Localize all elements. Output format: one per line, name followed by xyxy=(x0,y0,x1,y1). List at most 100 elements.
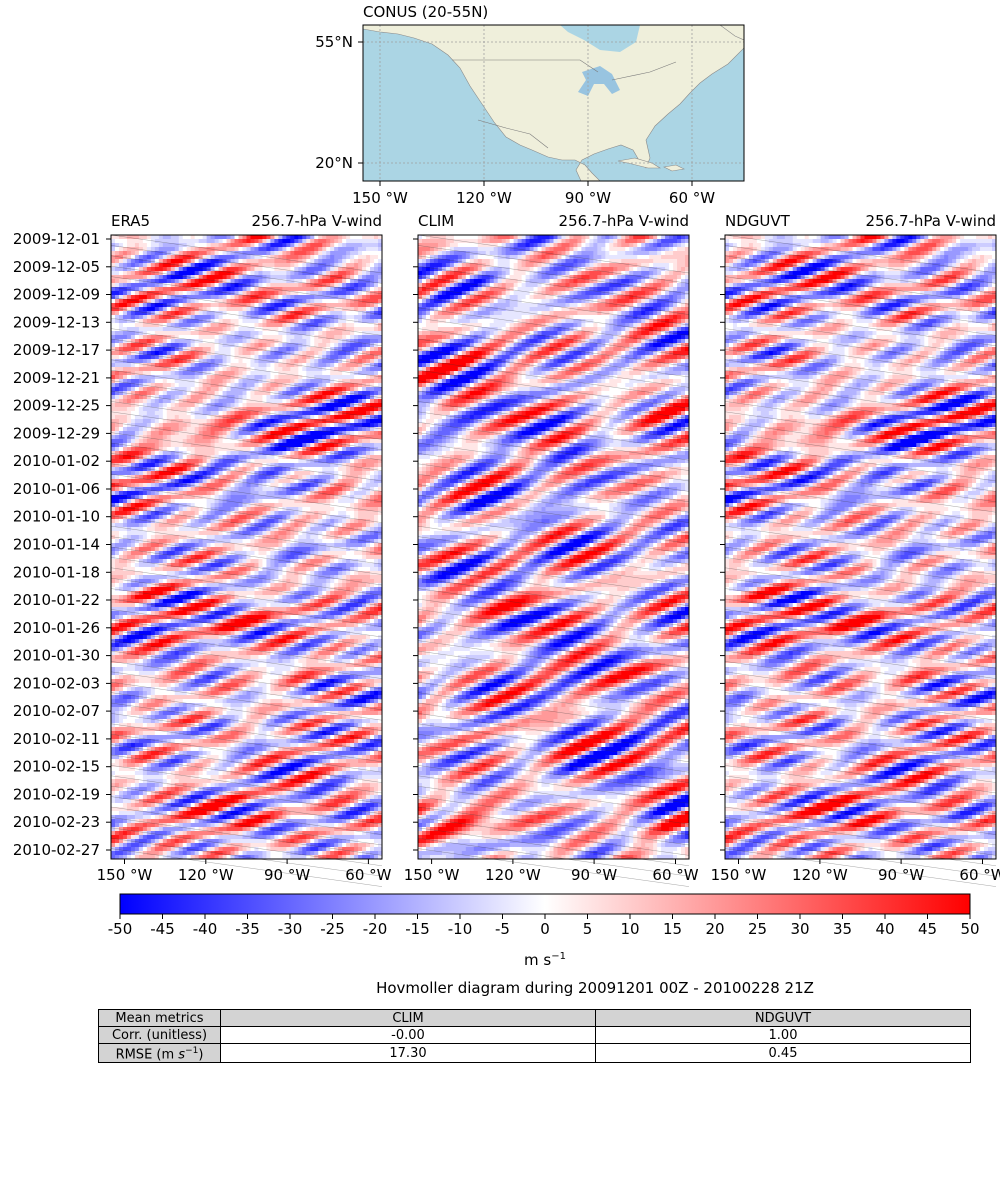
field-cell xyxy=(290,467,294,471)
field-cell xyxy=(215,511,219,515)
field-cell xyxy=(111,395,115,399)
field-cell xyxy=(223,307,227,311)
field-cell xyxy=(147,279,151,283)
field-cell xyxy=(346,323,350,327)
field-cell xyxy=(258,243,262,247)
field-cell xyxy=(302,327,306,331)
field-cell xyxy=(243,331,247,335)
field-cell xyxy=(207,375,211,379)
field-cell xyxy=(191,251,195,255)
field-cell xyxy=(266,455,270,459)
hovmoller-panel-era5 xyxy=(111,235,382,887)
field-cell xyxy=(346,435,350,439)
field-cell xyxy=(175,311,179,315)
field-cell xyxy=(195,511,199,515)
field-cell xyxy=(270,251,274,255)
field-cell xyxy=(306,319,310,323)
field-cell xyxy=(247,363,251,367)
field-cell xyxy=(195,419,199,423)
field-cell xyxy=(159,275,163,279)
field-cell xyxy=(322,467,326,471)
field-cell xyxy=(167,487,171,491)
field-cell xyxy=(111,475,115,479)
field-cell xyxy=(155,431,159,435)
field-cell xyxy=(235,299,239,303)
field-cell xyxy=(354,483,358,487)
field-cell xyxy=(123,255,127,259)
field-cell xyxy=(350,391,354,395)
field-cell xyxy=(215,523,219,527)
field-cell xyxy=(235,499,239,503)
field-cell xyxy=(370,347,374,351)
field-cell xyxy=(310,515,314,519)
field-cell xyxy=(258,519,262,523)
field-cell xyxy=(370,407,374,411)
field-cell xyxy=(286,423,290,427)
field-cell xyxy=(175,375,179,379)
field-cell xyxy=(326,331,330,335)
field-cell xyxy=(215,379,219,383)
field-cell xyxy=(247,499,251,503)
field-cell xyxy=(346,503,350,507)
panel-variable-era5: 256.7-hPa V-wind xyxy=(252,212,382,230)
field-cell xyxy=(358,471,362,475)
field-cell xyxy=(211,479,215,483)
field-cell xyxy=(199,471,203,475)
field-cell xyxy=(266,367,270,371)
field-cell xyxy=(258,491,262,495)
field-cell xyxy=(235,523,239,527)
field-cell xyxy=(175,391,179,395)
field-cell xyxy=(302,451,306,455)
field-cell xyxy=(270,239,274,243)
field-cell xyxy=(211,511,215,515)
field-cell xyxy=(262,371,266,375)
field-cell xyxy=(298,451,302,455)
field-cell xyxy=(203,287,207,291)
field-cell xyxy=(151,483,155,487)
field-cell xyxy=(239,295,243,299)
field-cell xyxy=(131,467,135,471)
field-cell xyxy=(123,395,127,399)
field-cell xyxy=(155,415,159,419)
field-cell xyxy=(111,511,115,515)
field-cell xyxy=(322,267,326,271)
field-cell xyxy=(231,255,235,259)
field-cell xyxy=(370,471,374,475)
field-cell xyxy=(215,303,219,307)
field-cell xyxy=(203,399,207,403)
field-cell xyxy=(223,371,227,375)
field-cell xyxy=(346,363,350,367)
field-cell xyxy=(187,335,191,339)
field-cell xyxy=(195,315,199,319)
field-cell xyxy=(262,415,266,419)
field-cell xyxy=(175,399,179,403)
field-cell xyxy=(139,431,143,435)
field-cell xyxy=(171,267,175,271)
field-cell xyxy=(370,503,374,507)
field-cell xyxy=(167,327,171,331)
field-cell xyxy=(270,411,274,415)
field-cell xyxy=(127,499,131,503)
field-cell xyxy=(278,439,282,443)
field-cell xyxy=(127,439,131,443)
field-cell xyxy=(370,495,374,499)
field-cell xyxy=(346,519,350,523)
field-cell xyxy=(123,303,127,307)
field-cell xyxy=(342,343,346,347)
field-cell xyxy=(239,455,243,459)
field-cell xyxy=(223,287,227,291)
field-cell xyxy=(258,467,262,471)
field-cell xyxy=(346,439,350,443)
field-cell xyxy=(115,259,119,263)
field-cell xyxy=(262,387,266,391)
field-cell xyxy=(207,491,211,495)
field-cell xyxy=(191,363,195,367)
field-cell xyxy=(370,443,374,447)
field-cell xyxy=(115,427,119,431)
field-cell xyxy=(147,359,151,363)
field-cell xyxy=(338,283,342,287)
field-cell xyxy=(342,279,346,283)
field-cell xyxy=(219,339,223,343)
field-cell xyxy=(290,463,294,467)
field-cell xyxy=(215,375,219,379)
